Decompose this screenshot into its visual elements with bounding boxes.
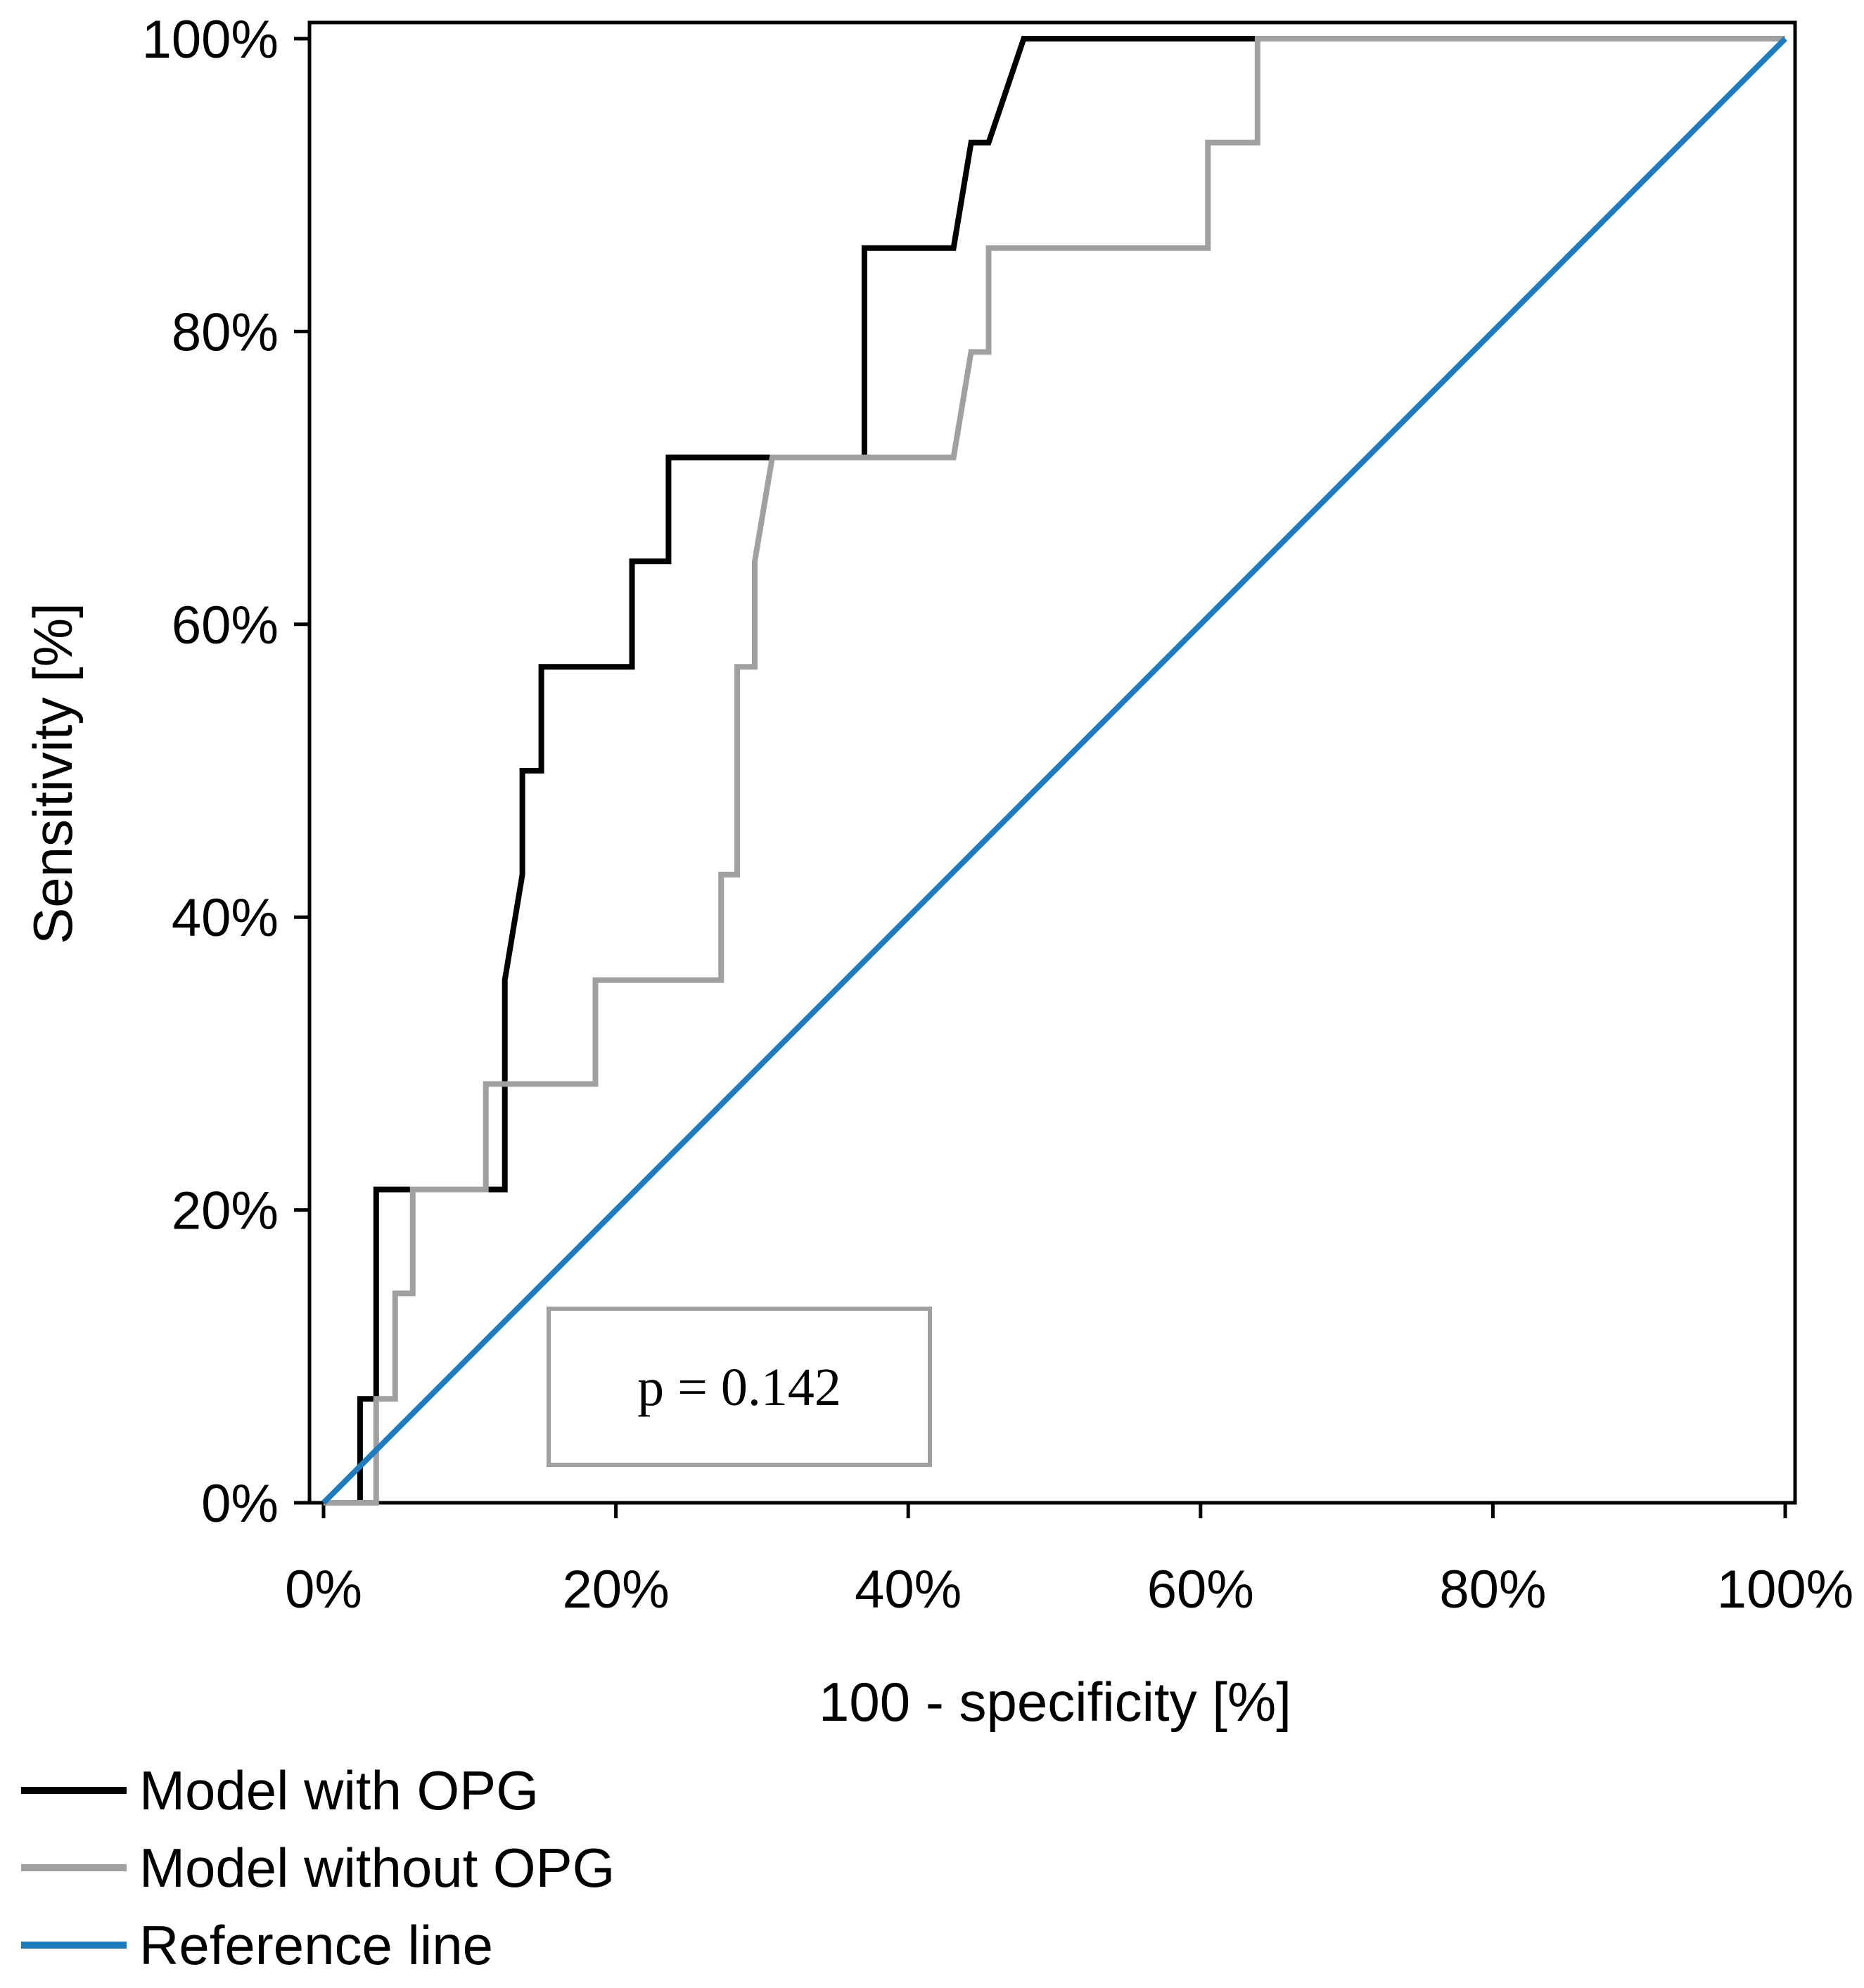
series-line-model-without-opg bbox=[324, 36, 1785, 1506]
y-tick-label: 20% bbox=[172, 1181, 279, 1241]
y-tick-label: 40% bbox=[172, 888, 279, 948]
p-value-label: p = 0.142 bbox=[637, 1358, 841, 1417]
x-tick-label: 60% bbox=[1147, 1560, 1254, 1620]
y-tick-label: 60% bbox=[172, 596, 279, 655]
y-axis-title: Sensitivity [%] bbox=[22, 603, 84, 944]
x-tick-label: 0% bbox=[285, 1560, 362, 1620]
series-line-reference-line bbox=[321, 37, 1787, 1505]
y-tick-label: 80% bbox=[172, 302, 279, 362]
x-axis-ticks: 0% 20% 40% 60% 80% 100% bbox=[285, 1503, 1853, 1620]
x-tick-label: 80% bbox=[1439, 1560, 1546, 1620]
plot-frame bbox=[307, 20, 1797, 1505]
p-value-box bbox=[547, 1307, 932, 1467]
x-tick-label: 40% bbox=[855, 1560, 962, 1620]
legend-label-reference-line: Reference line bbox=[139, 1914, 493, 1976]
y-tick-label: 0% bbox=[201, 1474, 279, 1534]
legend-label-model-without-opg: Model without OPG bbox=[139, 1837, 615, 1899]
series-group bbox=[321, 36, 1787, 1506]
legend-label-model-with-opg: Model with OPG bbox=[139, 1759, 539, 1821]
x-axis-title: 100 - specificity [%] bbox=[819, 1671, 1291, 1733]
y-axis-ticks: 0% 20% 40% 60% 80% 100% bbox=[142, 10, 309, 1534]
legend: Model with OPG Model without OPG Reference… bbox=[21, 1759, 615, 1976]
y-tick-label: 100% bbox=[142, 10, 279, 70]
plot-area: 0% 20% 40% 60% 80% 100% 0% 20% 40% 60% 80% 100% p … bbox=[142, 10, 1854, 1620]
x-tick-label: 20% bbox=[563, 1560, 670, 1620]
x-tick-label: 100% bbox=[1717, 1560, 1853, 1620]
